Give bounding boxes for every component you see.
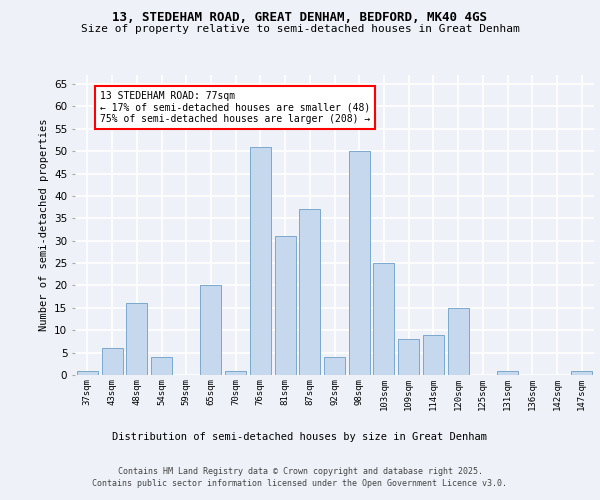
Bar [423, 334, 444, 375]
Text: Distribution of semi-detached houses by size in Great Denham: Distribution of semi-detached houses by … [113, 432, 487, 442]
Bar [398, 339, 419, 375]
Bar [324, 357, 345, 375]
Bar [250, 146, 271, 375]
Bar [349, 151, 370, 375]
Bar [299, 210, 320, 375]
Bar [77, 370, 98, 375]
Bar [126, 304, 147, 375]
Bar [571, 370, 592, 375]
Text: Contains HM Land Registry data © Crown copyright and database right 2025.: Contains HM Land Registry data © Crown c… [118, 468, 482, 476]
Text: Size of property relative to semi-detached houses in Great Denham: Size of property relative to semi-detach… [80, 24, 520, 34]
Y-axis label: Number of semi-detached properties: Number of semi-detached properties [38, 118, 49, 331]
Text: Contains public sector information licensed under the Open Government Licence v3: Contains public sector information licen… [92, 479, 508, 488]
Bar [497, 370, 518, 375]
Bar [101, 348, 122, 375]
Bar [151, 357, 172, 375]
Bar [275, 236, 296, 375]
Bar [225, 370, 246, 375]
Bar [200, 286, 221, 375]
Text: 13, STEDEHAM ROAD, GREAT DENHAM, BEDFORD, MK40 4GS: 13, STEDEHAM ROAD, GREAT DENHAM, BEDFORD… [113, 11, 487, 24]
Text: 13 STEDEHAM ROAD: 77sqm
← 17% of semi-detached houses are smaller (48)
75% of se: 13 STEDEHAM ROAD: 77sqm ← 17% of semi-de… [100, 90, 370, 124]
Bar [448, 308, 469, 375]
Bar [373, 263, 394, 375]
